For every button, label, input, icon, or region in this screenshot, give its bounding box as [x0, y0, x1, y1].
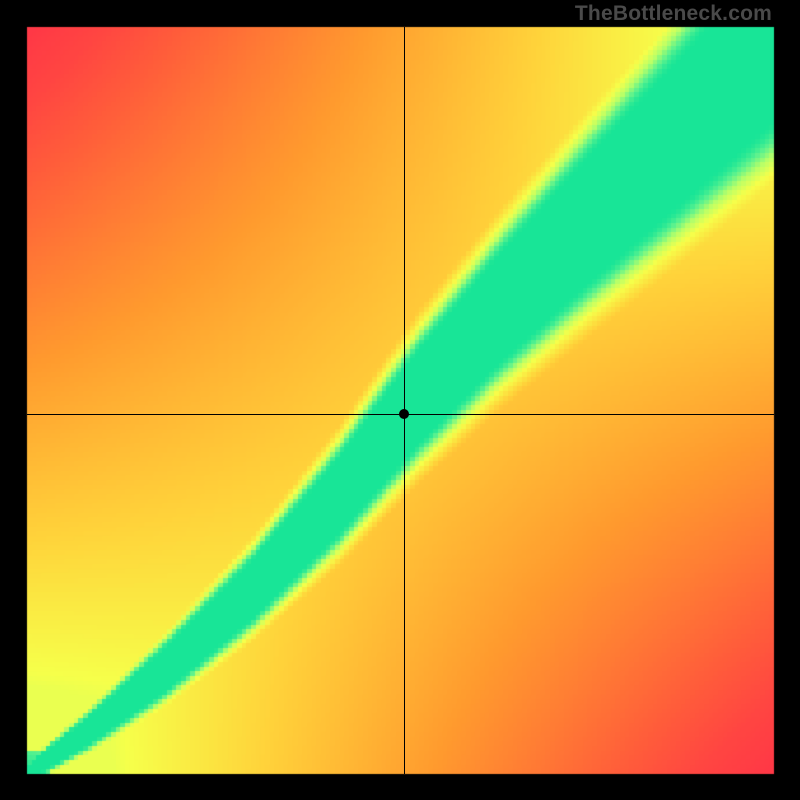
- chart-stage: TheBottleneck.com: [0, 0, 800, 800]
- attribution-text: TheBottleneck.com: [575, 2, 772, 26]
- marker-dot: [399, 409, 409, 419]
- crosshair-vertical: [404, 27, 405, 774]
- heatmap-canvas: [0, 0, 800, 800]
